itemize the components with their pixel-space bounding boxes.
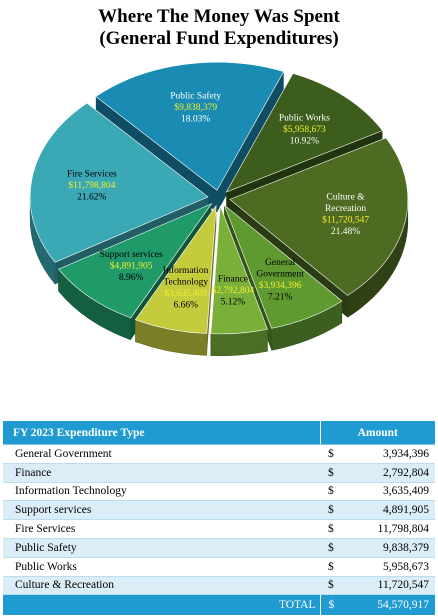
title-line-1: Where The Money Was Spent (98, 6, 340, 27)
table-row: Public Works $5,958,673 (3, 557, 435, 577)
row-type: Fire Services (3, 519, 320, 539)
pie-slice-edge (206, 205, 217, 356)
slice-label: Culture & (326, 193, 365, 203)
slice-percent: 5.12% (221, 297, 246, 307)
table-header-row: FY 2023 Expenditure Type Amount (3, 421, 435, 445)
pie-slice-edge (217, 71, 284, 213)
slice-amount: $5,958,673 (283, 124, 326, 135)
slice-amount: $11,798,804 (68, 180, 115, 191)
slice-amount: $2,792,804 (212, 285, 255, 296)
slice-label: Public Safety (170, 91, 221, 102)
slice-amount: $11,720,547 (322, 215, 369, 226)
slice-amount: $9,838,379 (174, 102, 217, 113)
slice-label: Support services (100, 250, 163, 260)
row-currency: $ (320, 482, 351, 502)
table-row: Information Technology $3,635,409 (3, 482, 435, 502)
row-amount: 11,720,547 (350, 576, 435, 596)
table-row: Finance $2,792,804 (3, 463, 435, 483)
slice-percent: 8.96% (119, 273, 144, 283)
row-currency: $ (320, 500, 351, 521)
pie-slice (58, 203, 213, 319)
slice-percent: 6.66% (173, 300, 198, 310)
slice-label: Technology (163, 277, 208, 287)
slice-label: Finance (218, 274, 248, 284)
row-currency: $ (320, 519, 351, 539)
pie-slice (223, 204, 343, 329)
table-row: Support services $4,891,905 (3, 500, 435, 521)
table-row: Culture & Recreation $11,720,547 (3, 576, 435, 596)
total-amount: 54,570,917 (350, 594, 435, 616)
pie-slice (225, 73, 383, 193)
total-label: TOTAL (3, 594, 321, 616)
slice-label: Information (163, 265, 209, 276)
pie-slice (95, 61, 285, 191)
title-line-2: (General Fund Expenditures) (99, 28, 339, 49)
slice-amount: $3,635,409 (164, 288, 207, 299)
slice-percent: 21.62% (77, 192, 106, 202)
pie-slice (29, 102, 209, 263)
row-type: Support services (3, 500, 320, 521)
slice-percent: 7.21% (268, 293, 293, 303)
expenditure-table: FY 2023 Expenditure Type Amount General … (3, 421, 435, 616)
row-amount: 3,635,409 (350, 482, 435, 502)
row-currency: $ (320, 463, 351, 483)
row-type: General Government (3, 444, 320, 464)
chart-title: Where The Money Was Spent (General Fund … (0, 6, 438, 50)
header-amount: Amount (320, 421, 435, 445)
table-row: Public Safety $9,838,379 (3, 538, 435, 558)
row-currency: $ (320, 538, 351, 558)
slice-label: Recreation (325, 204, 366, 214)
total-row: TOTAL $54,570,917 (3, 594, 435, 616)
row-type: Public Works (3, 557, 320, 577)
slice-percent: 18.03% (181, 115, 210, 125)
row-currency: $ (320, 557, 351, 577)
pie-tops (29, 61, 409, 335)
row-type: Finance (3, 463, 320, 483)
pie-slice (210, 205, 268, 335)
slice-percent: 21.48% (331, 227, 360, 237)
row-type: Public Safety (3, 538, 320, 558)
slice-label: General (265, 258, 295, 268)
table-row: Fire Services $11,798,804 (3, 519, 435, 539)
row-amount: 9,838,379 (350, 538, 435, 558)
row-currency: $ (320, 444, 351, 464)
row-amount: 2,792,804 (350, 463, 435, 483)
slice-amount: $3,934,396 (259, 280, 302, 291)
row-amount: 3,934,396 (350, 444, 435, 464)
table-row: General Government $3,934,396 (3, 444, 435, 464)
slice-label: Government (256, 270, 304, 280)
row-amount: 4,891,905 (350, 500, 435, 521)
row-amount: 5,958,673 (350, 557, 435, 577)
row-type: Information Technology (3, 482, 320, 502)
row-type: Culture & Recreation (3, 576, 320, 596)
row-currency: $ (320, 576, 351, 596)
slice-label: Fire Services (67, 169, 117, 179)
total-currency: $ (320, 594, 351, 616)
pie-slice (134, 204, 217, 334)
slice-percent: 10.92% (290, 136, 319, 146)
row-amount: 11,798,804 (350, 519, 435, 539)
slice-label: Public Works (279, 113, 330, 123)
pie-slice (229, 137, 409, 296)
slice-amount: $4,891,905 (110, 260, 153, 271)
header-expenditure-type: FY 2023 Expenditure Type (3, 421, 321, 445)
table-body: General Government $3,934,396 Finance $2,79… (3, 444, 435, 616)
